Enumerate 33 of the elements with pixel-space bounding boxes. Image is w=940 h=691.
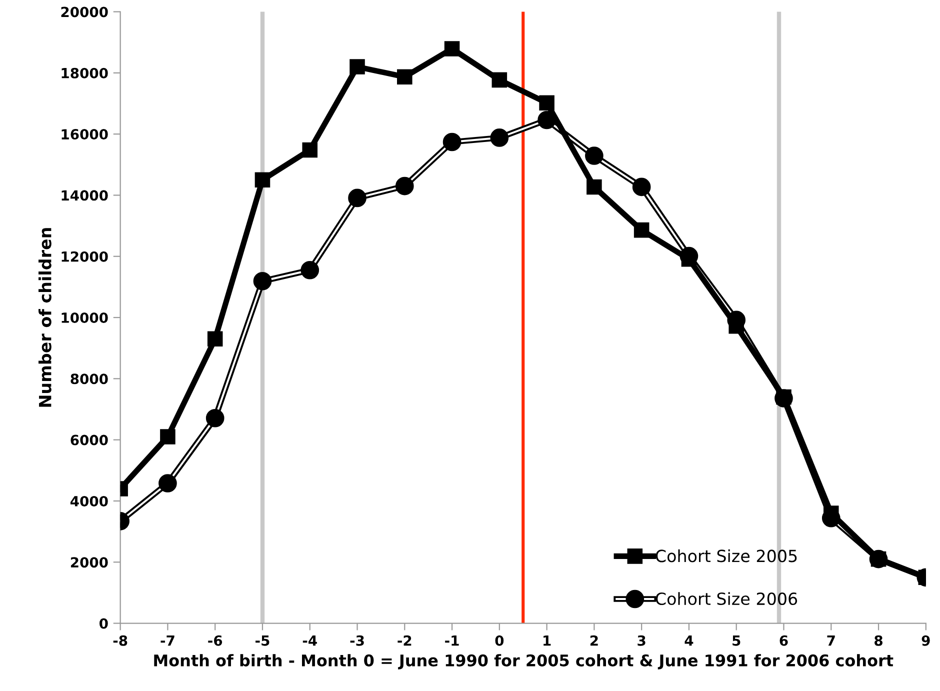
y-tick-label: 16000 (62, 129, 108, 140)
legend-label: Cohort Size 2006 (656, 592, 798, 606)
y-axis-title: Number of children (38, 228, 52, 407)
x-tick-label: -1 (445, 636, 459, 646)
x-tick-label: -2 (398, 635, 412, 646)
y-tick-label: 18000 (62, 68, 108, 78)
y-tick-label: 4000 (70, 496, 108, 506)
x-tick-label: -6 (208, 635, 222, 646)
x-tick-label: 2 (590, 635, 598, 646)
x-tick-label: 8 (874, 635, 882, 646)
y-tick-label: 0 (100, 618, 108, 629)
x-tick-label: 0 (495, 635, 504, 646)
x-tick-label: -4 (302, 636, 317, 646)
x-tick-label: 7 (827, 636, 835, 646)
x-axis-title: Month of birth - Month 0 = June 1990 for 2005 cohort & June 1991 for 2006 cohort (154, 654, 894, 670)
x-tick-label: 1 (544, 636, 551, 646)
y-tick-label: 14000 (62, 190, 108, 201)
x-tick-label: -8 (113, 635, 128, 646)
y-tick-label: 6000 (70, 434, 108, 446)
x-tick-label: 4 (684, 636, 694, 646)
x-tick-label: -7 (160, 636, 174, 646)
y-tick-label: 20000 (61, 6, 108, 18)
legend-label: Cohort Size 2005 (656, 549, 797, 562)
x-tick-label: 3 (638, 635, 646, 646)
y-tick-label: 12000 (62, 251, 108, 262)
y-tick-label: 10000 (62, 312, 108, 323)
x-tick-label: 6 (780, 635, 788, 646)
y-tick-label: 2000 (70, 557, 108, 568)
y-tick-label: 8000 (70, 374, 108, 384)
x-tick-label: 9 (922, 635, 930, 646)
x-tick-label: 5 (732, 636, 740, 646)
x-tick-label: -3 (350, 635, 364, 646)
x-tick-label: -5 (256, 636, 270, 646)
